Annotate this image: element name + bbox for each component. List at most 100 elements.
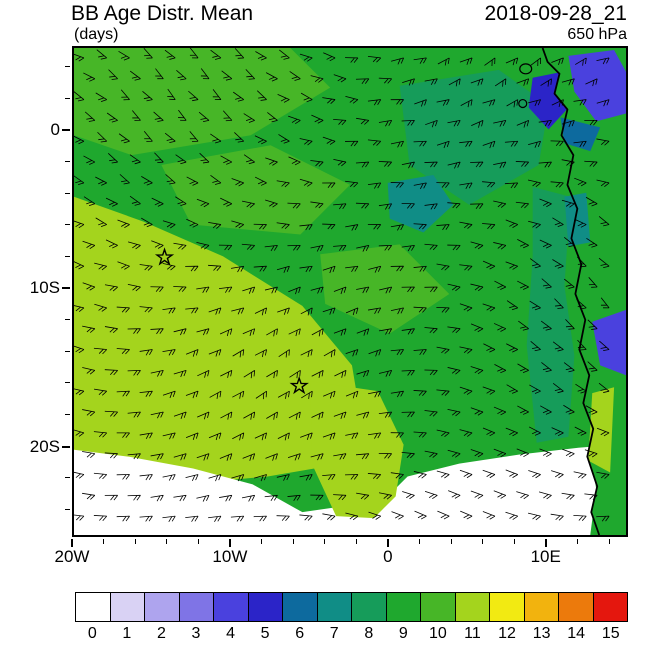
wind-barb (447, 202, 461, 209)
wind-barb (299, 224, 313, 231)
wind-barb (322, 474, 336, 481)
wind-barb (82, 240, 96, 250)
wind-barb (598, 382, 610, 393)
y-axis-tick (62, 446, 70, 449)
colorbar-label-0: 0 (87, 625, 97, 642)
colorbar-label-11: 11 (464, 625, 481, 642)
wind-barb (367, 224, 382, 230)
wind-barb (367, 307, 382, 314)
wind-barb (575, 57, 587, 66)
wind-barb (150, 494, 164, 502)
wind-barb (368, 349, 382, 357)
coast-contour (518, 98, 528, 109)
wind-barb (470, 161, 484, 168)
wind-barb (470, 323, 484, 333)
wind-barb (356, 286, 370, 294)
wind-barb (94, 303, 107, 312)
wind-barb (493, 161, 507, 169)
field-region-coastal-dark-green-band (526, 186, 575, 443)
wind-barb (300, 307, 313, 316)
wind-barb (390, 432, 404, 438)
wind-barb (243, 154, 255, 165)
wind-barb (322, 307, 336, 315)
wind-barb (587, 361, 598, 372)
colorbar-label-3: 3 (191, 625, 201, 642)
x-axis-minor-tick (608, 539, 610, 544)
wind-barb (493, 323, 507, 332)
wind-barb (539, 239, 552, 249)
x-axis-minor-tick (103, 539, 105, 544)
y-axis-tick (62, 128, 70, 131)
wind-barb (424, 327, 438, 334)
y-axis-minor-tick (65, 255, 70, 257)
wind-barb (208, 474, 222, 482)
wind-barb (243, 370, 256, 379)
wind-barb (345, 140, 359, 147)
wind-barb (93, 431, 108, 438)
plot-title: BB Age Distr. Mean (71, 2, 254, 25)
wind-barb (494, 78, 507, 87)
wind-barb (267, 112, 278, 123)
wind-barb (390, 307, 404, 315)
wind-barb (277, 307, 290, 315)
wind-barb (279, 49, 290, 60)
wind-barb (288, 115, 301, 124)
wind-barb (401, 203, 415, 209)
wind-barb (241, 243, 255, 251)
wind-barb (173, 369, 187, 378)
wind-barb (141, 176, 153, 186)
x-axis-minor-tick (577, 539, 579, 544)
x-axis-label: 10W (212, 547, 248, 566)
wind-barb (493, 242, 507, 250)
y-axis-minor-tick (65, 224, 70, 226)
wind-barb (378, 120, 393, 127)
wind-barb (74, 514, 85, 521)
wind-barb (150, 328, 164, 335)
wind-barb (208, 515, 222, 522)
wind-barb (413, 57, 427, 64)
wind-barb (265, 72, 278, 82)
wind-barb (185, 515, 199, 522)
wind-barb (173, 328, 187, 336)
y-axis-minor-tick (65, 413, 70, 415)
wind-barb (287, 202, 301, 209)
wind-barb (413, 223, 427, 230)
wind-barb (82, 325, 96, 333)
colorbar-cell-11 (455, 593, 490, 621)
wind-barb (197, 411, 210, 420)
wind-barb (74, 91, 85, 102)
wind-barb (189, 48, 199, 59)
colorbar-cell-1 (110, 593, 145, 621)
wind-barb (447, 367, 461, 375)
wind-barb (117, 261, 130, 270)
wind-barb (104, 369, 118, 376)
wind-barb (82, 492, 96, 500)
wind-barb (276, 222, 290, 230)
wind-barb (482, 303, 496, 312)
wind-barb (355, 453, 370, 460)
wind-barb (516, 448, 529, 458)
wind-barb (104, 410, 118, 417)
wind-barb (402, 78, 415, 86)
wind-barb (378, 492, 392, 500)
wind-barb (116, 348, 130, 355)
wind-barb (552, 259, 564, 269)
wind-barb (493, 490, 507, 499)
wind-barb (139, 390, 153, 397)
wind-barb (196, 494, 210, 502)
wind-barb (108, 69, 118, 80)
wind-barb (301, 390, 313, 400)
wind-barb (188, 90, 199, 102)
wind-barb (414, 99, 427, 107)
wind-barb (127, 328, 141, 334)
wind-barb (143, 131, 153, 142)
x-axis-tick (71, 539, 73, 547)
wind-barb (424, 161, 438, 168)
wind-barb (139, 306, 153, 313)
wind-barb (518, 320, 529, 331)
wind-barb (541, 278, 552, 289)
x-axis-minor-tick (482, 539, 484, 544)
wind-barb (470, 203, 484, 209)
wind-barb (300, 349, 313, 358)
wind-barb (551, 427, 564, 437)
